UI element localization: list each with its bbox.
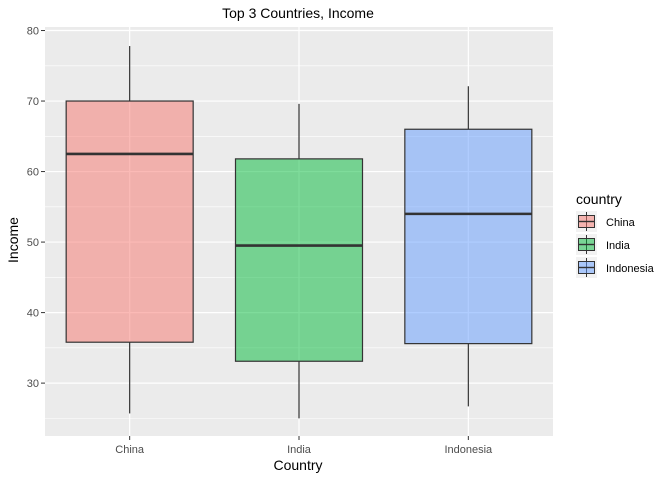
legend-label: Indonesia [606,263,655,275]
y-tick-label: 50 [27,237,39,249]
y-axis-title: Income [5,217,21,263]
y-tick-label: 40 [27,308,39,320]
box-indonesia [404,86,533,407]
box-body [65,100,194,343]
legend: country China India Indonesia [576,191,655,278]
box-body [234,158,364,362]
legend-label: India [606,240,631,252]
x-tick-label: China [115,444,145,456]
box-china [65,46,194,414]
legend-key-china [576,211,597,232]
y-tick-label: 60 [27,167,39,179]
x-tick-label: Indonesia [444,444,493,456]
y-axis: 30 40 50 60 70 80 [27,26,45,390]
legend-key-india [576,234,597,255]
x-tick-label: India [287,444,312,456]
chart-title: Top 3 Countries, Income [222,5,374,21]
legend-label: China [606,217,636,229]
x-axis: China India Indonesia [115,436,493,456]
y-tick-label: 30 [27,378,39,390]
y-tick-label: 70 [27,96,39,108]
y-tick-label: 80 [27,26,39,38]
legend-key-indonesia [576,257,597,278]
boxes-layer [65,46,533,419]
legend-title: country [576,191,622,207]
box-india [234,103,364,419]
x-axis-title: Country [273,457,322,473]
box-body [404,128,533,345]
